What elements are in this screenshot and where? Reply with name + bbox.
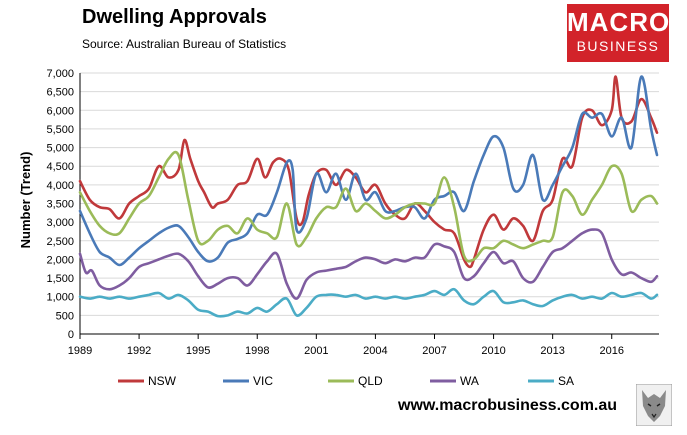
x-tick-label: 1998 <box>245 345 269 357</box>
y-tick-label: 0 <box>68 329 74 341</box>
x-tick-label: 1992 <box>127 345 151 357</box>
legend-label-wa: WA <box>460 374 479 388</box>
y-tick-label: 6,000 <box>46 105 74 117</box>
series-line-qld <box>78 150 659 263</box>
source-note: Source: Australian Bureau of Statistics <box>82 37 287 51</box>
y-tick-label: 7,000 <box>46 68 74 80</box>
y-tick-label: 5,000 <box>46 143 74 155</box>
y-tick-label: 3,000 <box>46 217 74 229</box>
series-line-nsw <box>78 75 659 269</box>
x-tick-label: 2004 <box>363 345 387 357</box>
y-tick-label: 5,500 <box>46 124 74 136</box>
x-tick-label: 2016 <box>599 345 623 357</box>
series-line-vic <box>78 75 659 267</box>
brand-line-1: MACRO <box>567 7 671 37</box>
series-line-wa <box>78 228 659 300</box>
y-axis-label: Number (Trend) <box>18 152 33 249</box>
y-tick-label: 1,500 <box>46 273 74 285</box>
legend-label-qld: QLD <box>358 374 383 388</box>
x-tick-label: 1995 <box>186 345 210 357</box>
legend: NSW VIC QLD WA SA <box>118 374 574 388</box>
y-tick-label: 6,500 <box>46 87 74 99</box>
y-tick-label: 2,500 <box>46 236 74 248</box>
x-tick-label: 2007 <box>422 345 446 357</box>
brand-line-2: BUSINESS <box>576 38 660 54</box>
chart-axes: 0 500 1,000 1,500 2,000 2,500 3,000 3,500 4,000 4… <box>46 68 659 357</box>
x-tick-label: 2013 <box>540 345 564 357</box>
brand-logo: MACRO BUSINESS <box>567 4 669 62</box>
y-tick-label: 4,000 <box>46 180 74 192</box>
footer-url[interactable]: www.macrobusiness.com.au <box>398 397 618 414</box>
series-line-sa <box>78 287 659 318</box>
y-tick-label: 4,500 <box>46 161 74 173</box>
series-lines <box>78 75 659 318</box>
legend-label-nsw: NSW <box>148 374 177 388</box>
x-tick-label: 1989 <box>68 345 92 357</box>
y-tick-label: 3,500 <box>46 199 74 211</box>
y-tick-label: 2,000 <box>46 254 74 266</box>
page-title: Dwelling Approvals <box>82 6 267 28</box>
y-tick-label: 1,000 <box>46 292 74 304</box>
legend-label-vic: VIC <box>253 374 273 388</box>
legend-label-sa: SA <box>558 374 574 388</box>
wolf-logo-icon <box>636 384 672 426</box>
y-tick-label: 500 <box>56 310 74 322</box>
x-tick-label: 2010 <box>481 345 505 357</box>
x-tick-label: 2001 <box>304 345 328 357</box>
